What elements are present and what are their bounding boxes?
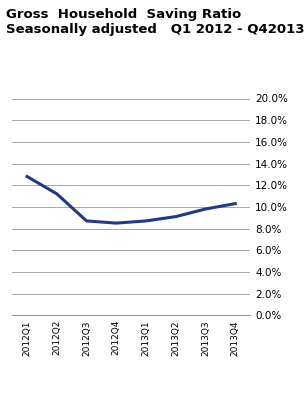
Text: Gross  Household  Saving Ratio
Seasonally adjusted   Q1 2012 - Q42013: Gross Household Saving Ratio Seasonally … (6, 8, 305, 36)
